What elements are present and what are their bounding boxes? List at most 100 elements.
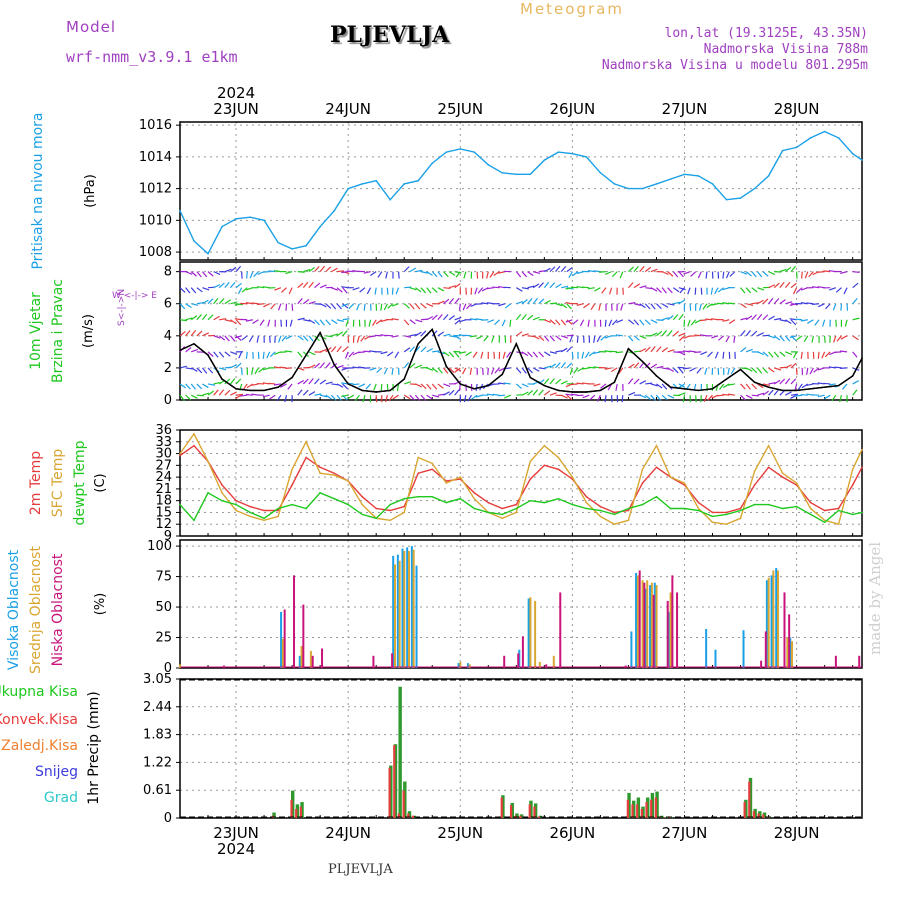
wind-arrow [594, 287, 601, 292]
data-point [809, 507, 812, 510]
wind-arrow [394, 351, 400, 359]
wind-arrow [785, 351, 793, 356]
wind-arrow [224, 351, 231, 357]
wind-arrow [454, 335, 462, 340]
y-tick-label: 8 [164, 265, 172, 280]
wind-arrow [207, 367, 214, 374]
wind-arrow [628, 266, 635, 273]
wind-arrow [852, 389, 858, 396]
cloud-bar-low [788, 614, 791, 668]
wind-arrow [251, 383, 259, 386]
wind-arrow [483, 335, 489, 342]
wind-arrow [356, 303, 360, 311]
wind-arrow [762, 390, 769, 396]
wind-arrow [825, 303, 831, 310]
data-point [515, 503, 518, 506]
wind-arrow [359, 287, 366, 293]
wind-arrow [544, 351, 551, 357]
precip-bar-convective [509, 805, 513, 818]
wind-arrow [683, 271, 691, 275]
y-tick-label: 1014 [139, 150, 172, 165]
wind-arrow [185, 317, 193, 321]
wind-arrow [650, 287, 658, 292]
wind-arrow [229, 281, 236, 289]
wind-arrow [448, 285, 456, 289]
wind-arrow [549, 363, 557, 369]
wind-arrow [768, 382, 776, 385]
wind-arrow [757, 287, 765, 291]
wind-arrow [581, 351, 585, 359]
wind-arrow [852, 335, 859, 341]
wind-arrow [836, 335, 842, 342]
wind-arrow [426, 383, 432, 390]
wind-arrow [448, 335, 457, 338]
wind-arrow [832, 303, 837, 311]
wind-arrow [593, 383, 601, 387]
wind-arrow [678, 332, 686, 337]
data-point [795, 482, 798, 484]
wind-arrow [714, 351, 719, 359]
y-tick-label: 18 [155, 494, 172, 509]
wind-arrow [661, 317, 669, 321]
wind-arrow [314, 378, 320, 385]
bottom-day-label: 26JUN [550, 824, 596, 842]
wind-arrow [432, 394, 440, 398]
wind-arrow [314, 393, 322, 396]
wind-arrow [611, 271, 618, 278]
wind-arrow [235, 265, 242, 273]
wind-arrow [504, 394, 511, 399]
wind-arrow [242, 383, 248, 391]
model-label: Model [66, 18, 117, 36]
wind-arrow [248, 335, 254, 343]
wind-arrow [628, 363, 635, 369]
wind-arrow [454, 297, 460, 305]
wind-arrow [196, 330, 203, 337]
wind-arrow [696, 367, 702, 374]
wind-arrow [694, 351, 702, 353]
wind-arrow [207, 298, 214, 305]
precip-unit-label: 1hr Precip (mm) [86, 691, 102, 804]
wind-arrow [521, 271, 528, 278]
wind-arrow [352, 287, 360, 291]
cloud-bar-mid [529, 597, 532, 668]
wind-arrow [817, 394, 825, 398]
wind-arrow [490, 367, 495, 375]
wind-arrow [532, 335, 540, 340]
wind-arrow [486, 287, 494, 290]
wind-arrow [672, 367, 679, 374]
wind-arrow [582, 367, 590, 370]
wind-arrow [319, 379, 327, 385]
wind-arrow [404, 335, 412, 338]
data-point [459, 148, 462, 150]
wind-arrow [568, 271, 573, 278]
wind-arrow [319, 284, 327, 289]
wind-arrow [474, 287, 478, 295]
data-point [613, 511, 616, 514]
wind-arrow [560, 362, 567, 369]
data-point [347, 480, 349, 482]
wind-arrow [276, 394, 282, 402]
wind-arrow [572, 319, 579, 325]
data-point [571, 503, 574, 506]
wind-arrow [288, 287, 293, 295]
wind-arrow [650, 383, 658, 387]
series-line-dewpoint [179, 491, 863, 524]
wind-arrow [740, 394, 747, 401]
wind-arrow [672, 271, 679, 278]
wind-arrow [281, 335, 287, 342]
wind-arrow [589, 394, 596, 401]
wind-arrow [285, 350, 293, 353]
wind-arrow [302, 281, 309, 289]
top-day-label: 23JUN [213, 100, 259, 118]
cloud-axis-label-2: Srednja Oblacnost [28, 546, 44, 674]
cloud-bar-mid [786, 637, 789, 668]
wind-arrow [196, 287, 203, 293]
wind-arrow [538, 367, 546, 370]
wind-arrow [297, 317, 305, 321]
wind-arrow [472, 351, 478, 358]
wind-arrow [555, 362, 561, 369]
wind-arrow [784, 335, 791, 342]
cloud-bar-mid [459, 661, 462, 668]
wind-arrow [494, 319, 500, 326]
precip-bar-convective [299, 806, 302, 818]
